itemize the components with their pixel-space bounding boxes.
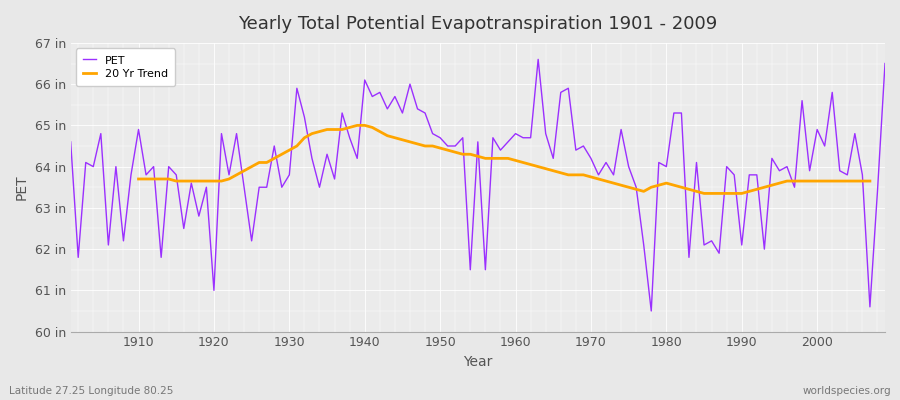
- Legend: PET, 20 Yr Trend: PET, 20 Yr Trend: [76, 48, 175, 86]
- 20 Yr Trend: [133, 176, 144, 181]
- Y-axis label: PET: PET: [15, 174, 29, 200]
- PET: [510, 131, 521, 136]
- 20 Yr Trend: [352, 123, 363, 128]
- Line: 20 Yr Trend: 20 Yr Trend: [139, 125, 870, 194]
- 20 Yr Trend: [698, 191, 709, 196]
- Title: Yearly Total Potential Evapotranspiration 1901 - 2009: Yearly Total Potential Evapotranspiratio…: [238, 15, 717, 33]
- PET: [66, 140, 77, 144]
- 20 Yr Trend: [488, 156, 499, 161]
- PET: [126, 172, 137, 177]
- PET: [879, 61, 890, 66]
- Text: Latitude 27.25 Longitude 80.25: Latitude 27.25 Longitude 80.25: [9, 386, 174, 396]
- PET: [502, 140, 513, 144]
- Text: worldspecies.org: worldspecies.org: [803, 386, 891, 396]
- PET: [533, 57, 544, 62]
- PET: [292, 86, 302, 91]
- 20 Yr Trend: [178, 179, 189, 184]
- X-axis label: Year: Year: [464, 355, 492, 369]
- 20 Yr Trend: [600, 179, 611, 184]
- Line: PET: PET: [71, 59, 885, 311]
- 20 Yr Trend: [706, 191, 717, 196]
- PET: [646, 308, 657, 313]
- 20 Yr Trend: [194, 179, 204, 184]
- 20 Yr Trend: [548, 168, 559, 173]
- PET: [337, 111, 347, 116]
- PET: [608, 172, 619, 177]
- 20 Yr Trend: [865, 179, 876, 184]
